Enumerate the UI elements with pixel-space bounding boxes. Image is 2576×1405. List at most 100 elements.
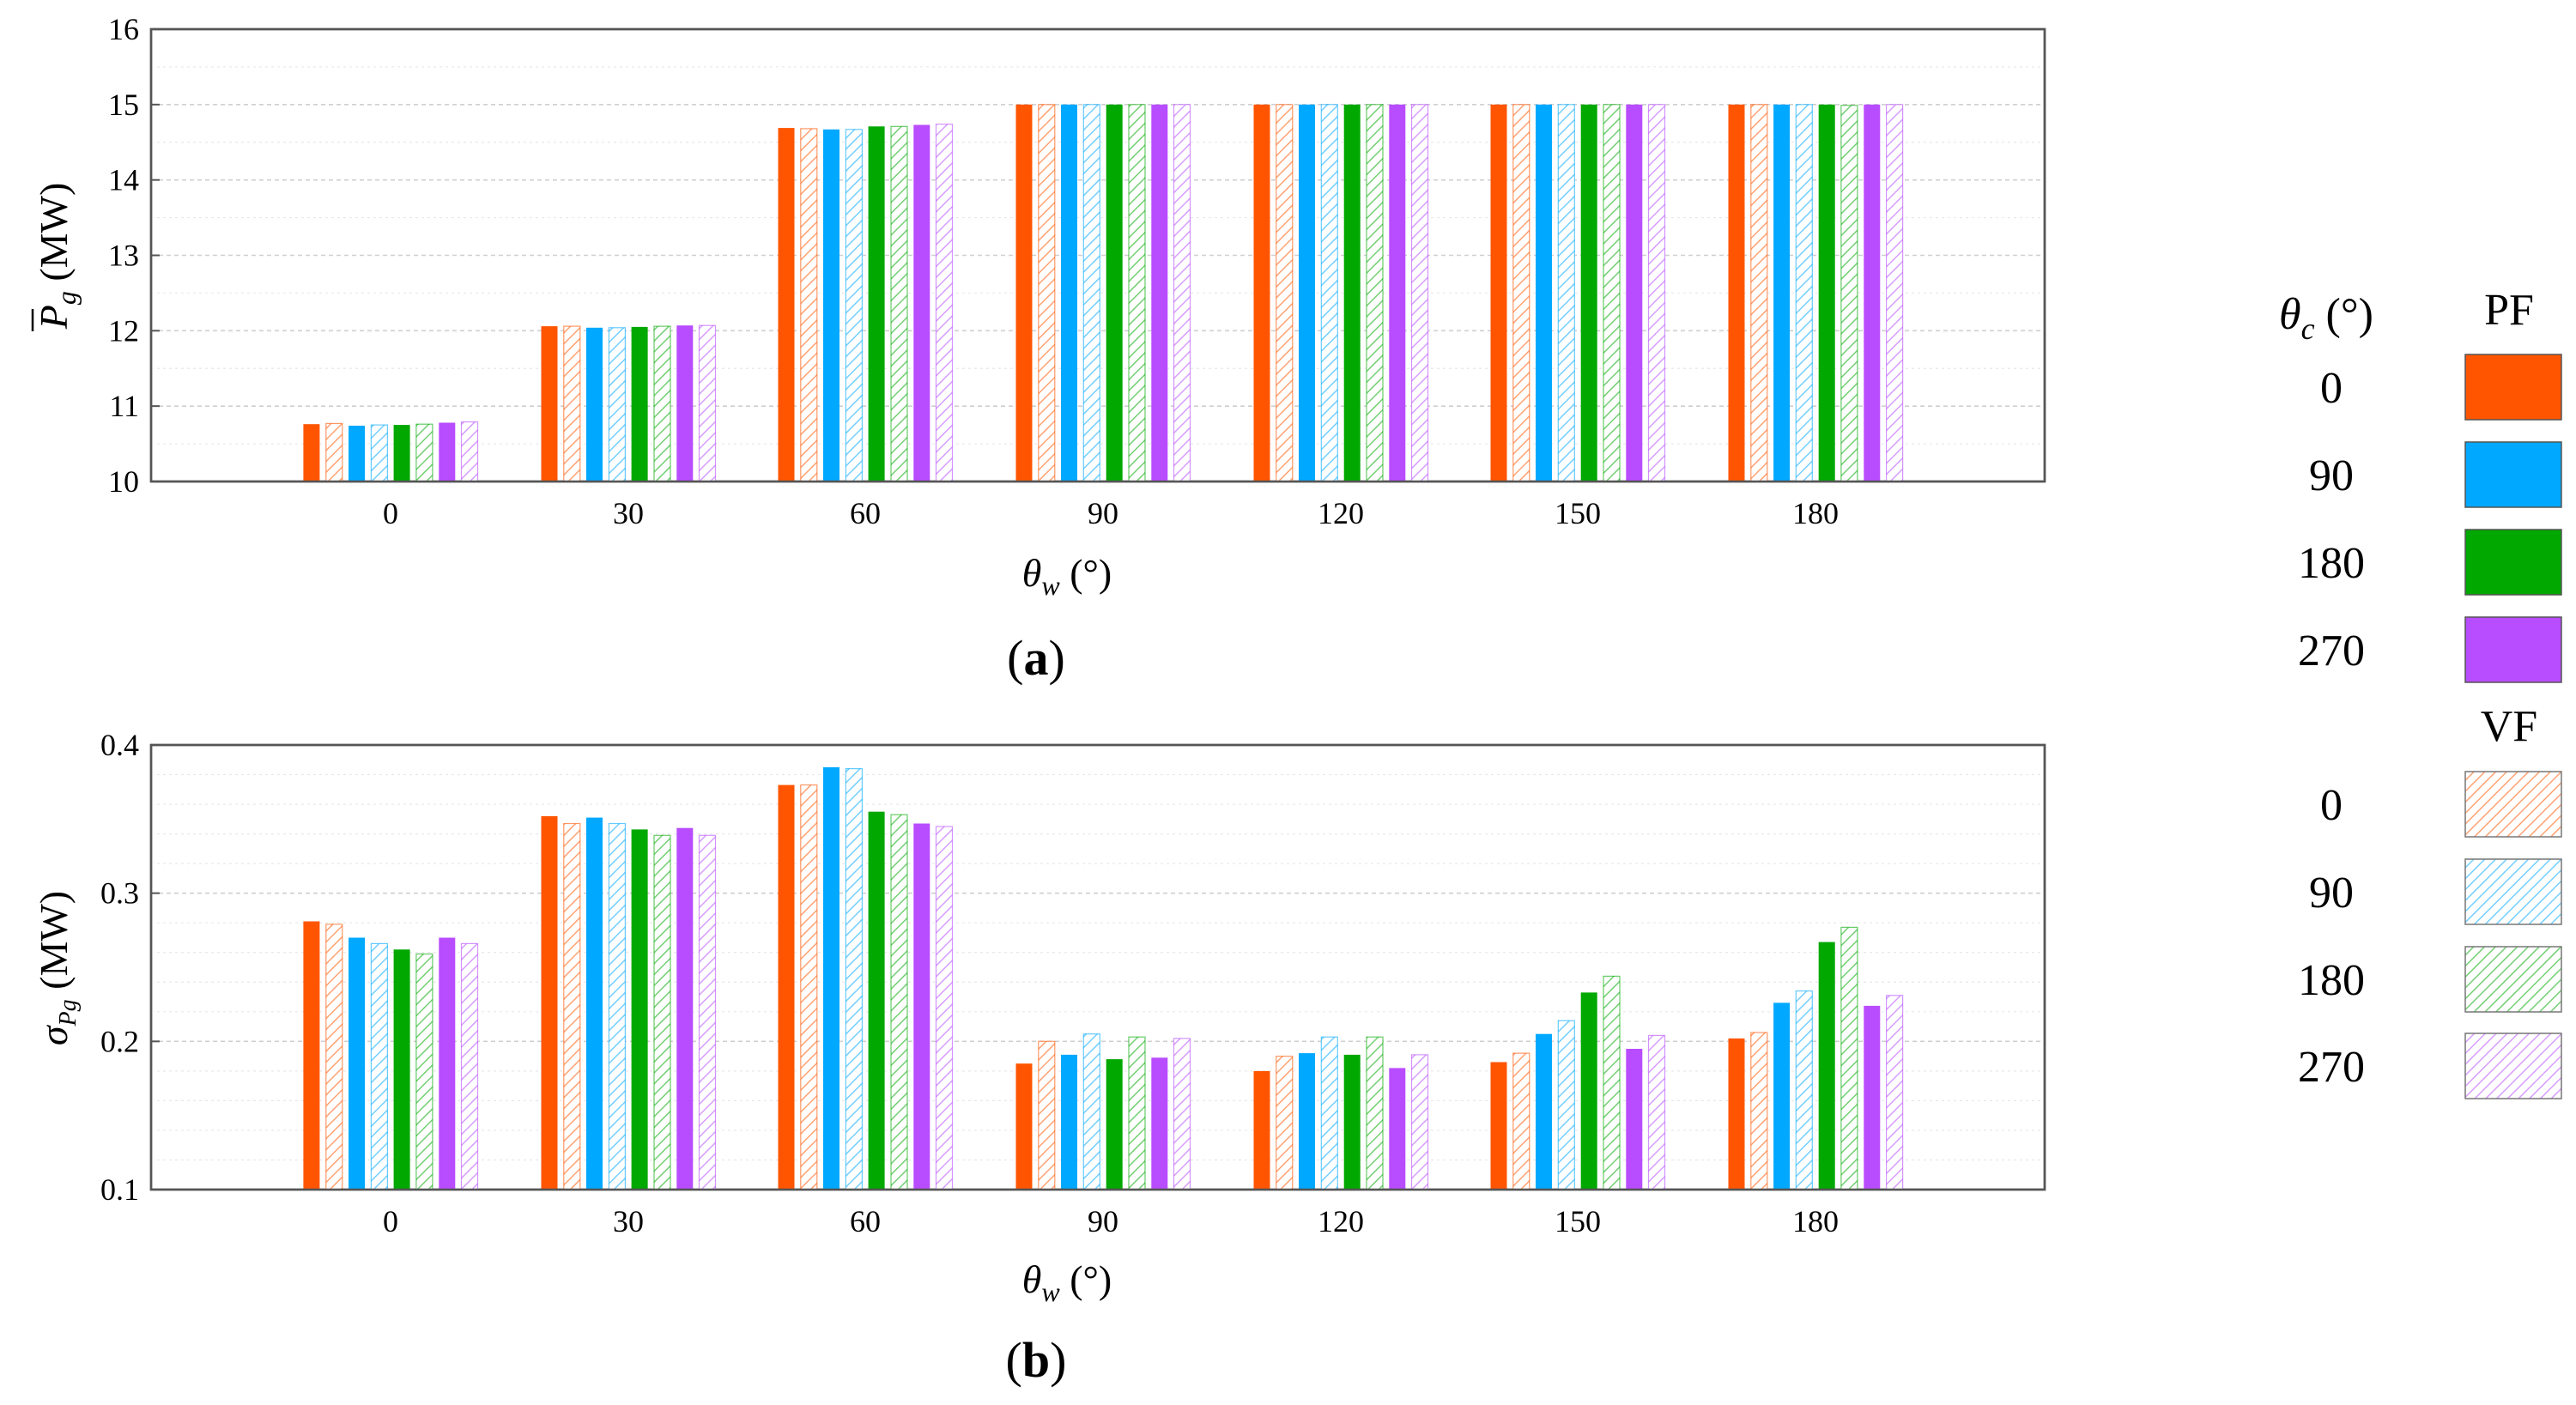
plot-b-x-label: θw (°) [1022,1257,1112,1307]
bar-vf-180-0 [415,423,433,482]
bar-vf-0-180 [1750,104,1768,482]
bar-pf-0-30 [541,815,558,1190]
legend-heading-sub: c [2301,312,2315,346]
y-label-b-unit: (MW) [32,891,76,999]
legend-vf-label-90: 90 [2309,869,2354,917]
bar-pf-180-0 [393,425,410,481]
bar-vf-270-120 [1410,104,1429,482]
bar-vf-90-0 [370,424,388,482]
bar-pf-270-150 [1626,1049,1643,1190]
bar-pf-90-90 [1061,1054,1077,1190]
bar-pf-270-30 [676,325,694,481]
y-tick-label: 0.3 [100,876,139,911]
bar-pf-90-150 [1536,104,1552,482]
bar-pf-270-0 [439,422,456,481]
plot-b-border [149,743,2046,1191]
bar-vf-270-0 [460,942,479,1190]
bar-pf-180-30 [631,326,648,481]
bar-vf-0-120 [1276,1055,1294,1190]
legend-pf-title: PF [2484,286,2534,335]
bar-vf-90-30 [608,327,627,482]
bar-vf-0-30 [563,822,581,1190]
bar-pf-180-30 [631,829,648,1190]
bar-pf-90-120 [1299,104,1315,482]
plot-a-border [149,27,2046,483]
bar-vf-270-150 [1647,1034,1666,1190]
bar-vf-0-0 [325,422,343,482]
bar-vf-270-90 [1173,1038,1191,1190]
plot-a-y-label: Pg (MW) [31,183,82,331]
plot-b-bars [303,766,1904,1190]
plot-a-bars [303,104,1904,482]
bar-vf-180-90 [1128,1036,1146,1190]
bar-pf-90-30 [586,817,603,1190]
y-tick-label: 13 [108,239,139,273]
bar-pf-90-150 [1536,1033,1552,1190]
bar-vf-180-120 [1366,104,1384,482]
x-label-b-unit: (°) [1060,1257,1112,1301]
bar-vf-0-60 [800,128,818,482]
x-tick-label: 150 [1555,1204,1601,1238]
bar-vf-90-180 [1795,990,1813,1190]
plot-b-y-ticks: 0.1 0.2 0.3 0.4 [100,728,160,1207]
bar-vf-90-120 [1320,104,1338,482]
plot-a-y-ticks: 10 11 12 13 14 15 16 [108,12,160,499]
x-tick-label: 180 [1792,1204,1839,1238]
bar-pf-270-90 [1151,104,1168,482]
bar-pf-90-90 [1061,104,1077,482]
bar-vf-90-120 [1320,1036,1338,1190]
x-label-b-sub: w [1041,1276,1060,1307]
legend-vf-swatch-0 [2464,771,2562,838]
bar-pf-180-120 [1343,104,1361,482]
legend-pf-label-270: 270 [2298,627,2365,675]
bar-pf-0-60 [778,784,795,1190]
bar-vf-90-0 [370,942,388,1190]
bar-vf-0-150 [1512,104,1530,482]
bar-pf-0-180 [1728,104,1745,482]
bar-pf-90-0 [349,426,366,481]
bar-pf-270-120 [1389,104,1406,482]
bar-pf-90-30 [586,327,603,481]
bar-vf-270-30 [698,324,717,482]
bar-pf-180-60 [868,811,885,1190]
y-tick-label: 0.2 [100,1024,139,1058]
legend-vf-label-180: 180 [2298,956,2365,1005]
bar-pf-180-90 [1106,104,1123,482]
bar-pf-270-120 [1389,1068,1406,1190]
y-label-b-sub: Pg [55,999,82,1026]
plot-a-x-ticks: 0 30 60 90 120 150 180 [383,496,1839,530]
bar-pf-0-120 [1253,1070,1270,1190]
bar-pf-180-0 [393,949,410,1190]
legend-heading-unit: (°) [2315,290,2373,339]
bar-vf-180-120 [1366,1036,1384,1190]
bar-vf-0-120 [1276,104,1294,482]
x-tick-label: 90 [1088,1204,1118,1238]
bar-vf-270-150 [1647,104,1666,482]
panel-b-std-dev-chart: 0.1 0.2 0.3 0.4 0 30 60 90 120 150 180 σPg (MW) θ… [32,728,2046,1388]
bar-pf-180-120 [1343,1054,1361,1190]
bar-vf-180-150 [1603,104,1621,482]
y-label-b-symbol: σ [32,1024,76,1045]
bar-vf-180-60 [890,125,908,482]
bar-vf-180-180 [1840,105,1858,482]
legend-pf-label-180: 180 [2298,539,2365,588]
bar-pf-90-60 [823,129,839,482]
legend-heading-symbol: θ [2279,290,2301,339]
bar-pf-270-60 [913,823,930,1190]
bar-vf-180-60 [890,814,908,1190]
bar-pf-0-150 [1490,104,1507,482]
bar-vf-270-60 [935,826,954,1190]
bar-vf-90-150 [1557,104,1575,482]
x-tick-label: 150 [1555,496,1601,530]
bar-pf-180-90 [1106,1059,1123,1190]
x-tick-label: 0 [383,496,398,530]
x-tick-label: 60 [850,1204,881,1238]
y-tick-label: 11 [109,389,139,423]
bar-vf-180-30 [653,325,671,482]
bar-pf-180-60 [868,126,885,482]
plot-b-x-ticks: 0 30 60 90 120 150 180 [383,1204,1839,1238]
bar-pf-0-30 [541,326,558,481]
y-tick-label: 16 [108,12,139,46]
bar-pf-270-180 [1864,1005,1881,1190]
